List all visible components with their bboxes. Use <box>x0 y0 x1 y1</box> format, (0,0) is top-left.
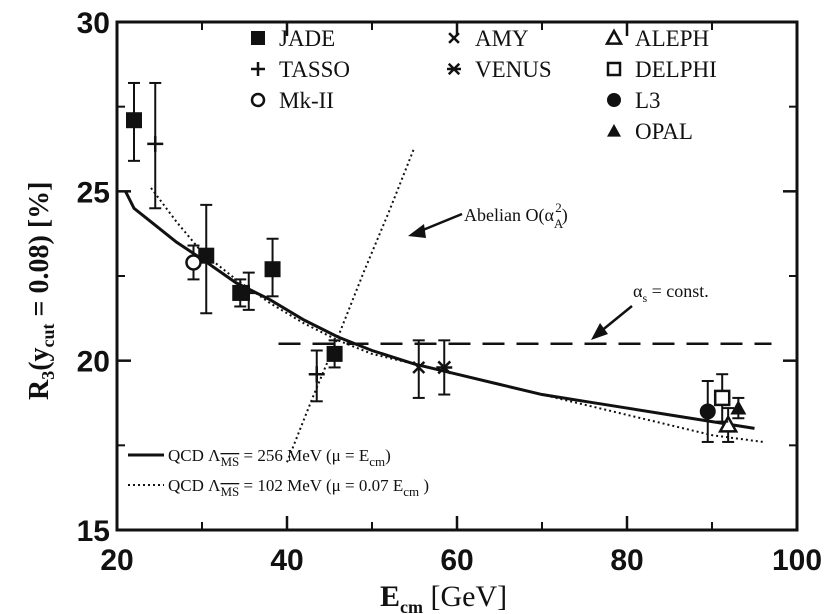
curves <box>124 146 772 463</box>
legend-label-amy: AMY <box>475 26 529 51</box>
marker-open-triangle <box>604 28 624 45</box>
marker-open-square <box>713 389 731 407</box>
legend-label-opal: OPAL <box>635 119 693 144</box>
marker-filled-triangle <box>607 124 621 137</box>
alpha-arrow <box>599 305 633 333</box>
x-axis-label: Ecm [GeV] <box>380 580 507 614</box>
y-tick-label: 30 <box>77 7 110 40</box>
abelian-arrow <box>417 212 463 234</box>
marker-open-square <box>606 61 622 77</box>
marker-star <box>436 360 453 375</box>
y-tick-label: 20 <box>77 346 110 379</box>
marker-filled-square <box>251 31 265 45</box>
alpha-const-annotation: αs = const. <box>591 281 709 340</box>
marker-filled-square <box>326 345 343 362</box>
curve-legend: QCD ΛMS = 256 MeV (μ = Ecm) QCD ΛMS = 10… <box>128 446 429 499</box>
curve-dotted <box>286 146 416 463</box>
marker-open-triangle <box>718 414 739 433</box>
curve-dotted <box>150 187 764 443</box>
marker-filled-triangle <box>730 400 747 415</box>
marker-filled-square <box>198 247 215 264</box>
legend-label-l3: L3 <box>635 88 661 113</box>
y-tick-label: 25 <box>77 176 110 209</box>
y-tick-label: 15 <box>77 515 110 548</box>
x-tick-label: 100 <box>772 544 822 577</box>
curve-solid <box>124 190 755 430</box>
legend-label-aleph: ALEPH <box>635 26 709 51</box>
marker-plus <box>147 135 164 152</box>
alpha-const-label: αs = const. <box>633 281 709 305</box>
y-axis-label: R3(ycut = 0.08) [%] <box>24 182 58 401</box>
marker-star <box>447 62 461 76</box>
marker-open-circle <box>250 92 266 108</box>
marker-filled-circle <box>607 93 621 107</box>
legend-label-delphi: DELPHI <box>635 57 717 82</box>
x-tick-label: 20 <box>100 544 133 577</box>
marker-plus <box>251 62 265 76</box>
x-tick-label: 80 <box>610 544 643 577</box>
ticks <box>115 20 799 532</box>
x-tick-label: 60 <box>440 544 473 577</box>
marker-filled-circle <box>699 403 716 420</box>
abelian-arrowhead <box>408 224 426 238</box>
marker-filled-square <box>232 284 249 301</box>
marker-cross <box>412 360 426 374</box>
abelian-annotation: Abelian O(αA2) <box>408 200 568 238</box>
marker-plus <box>308 366 325 383</box>
curve-legend-dotted-label: QCD ΛMS = 102 MeV (μ = 0.07 Ecm ) <box>168 476 429 499</box>
abelian-label: Abelian O(αA2) <box>464 200 568 231</box>
legend-label-jade: JADE <box>279 26 335 51</box>
marker-filled-square <box>264 261 281 278</box>
alpha-arrowhead <box>591 323 608 340</box>
data-points <box>126 81 747 443</box>
legend-label-venus: VENUS <box>475 57 552 82</box>
x-tick-label: 40 <box>270 544 303 577</box>
marker-plus <box>240 284 257 301</box>
curve-legend-solid-label: QCD ΛMS = 256 MeV (μ = Ecm) <box>168 446 391 469</box>
legend: JADE TASSO Mk-II AMY VENUS ALEPH DELPHI L3 OPAL <box>250 26 717 144</box>
marker-open-circle <box>185 254 202 271</box>
legend-label-tasso: TASSO <box>279 57 350 82</box>
marker-filled-square <box>126 112 142 129</box>
marker-cross <box>448 32 460 44</box>
legend-label-mk-ii: Mk-II <box>279 88 334 113</box>
